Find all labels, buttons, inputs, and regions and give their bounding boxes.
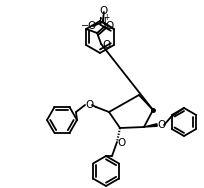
Text: +: + xyxy=(104,14,110,23)
Text: O: O xyxy=(100,6,108,16)
Text: O: O xyxy=(118,138,126,148)
Text: O: O xyxy=(157,120,166,130)
Text: N: N xyxy=(99,17,107,27)
Text: O: O xyxy=(102,40,110,50)
Text: O: O xyxy=(105,21,113,31)
Text: O: O xyxy=(85,100,93,110)
Polygon shape xyxy=(144,124,157,127)
Text: O: O xyxy=(88,21,96,31)
Text: −: − xyxy=(81,20,89,30)
